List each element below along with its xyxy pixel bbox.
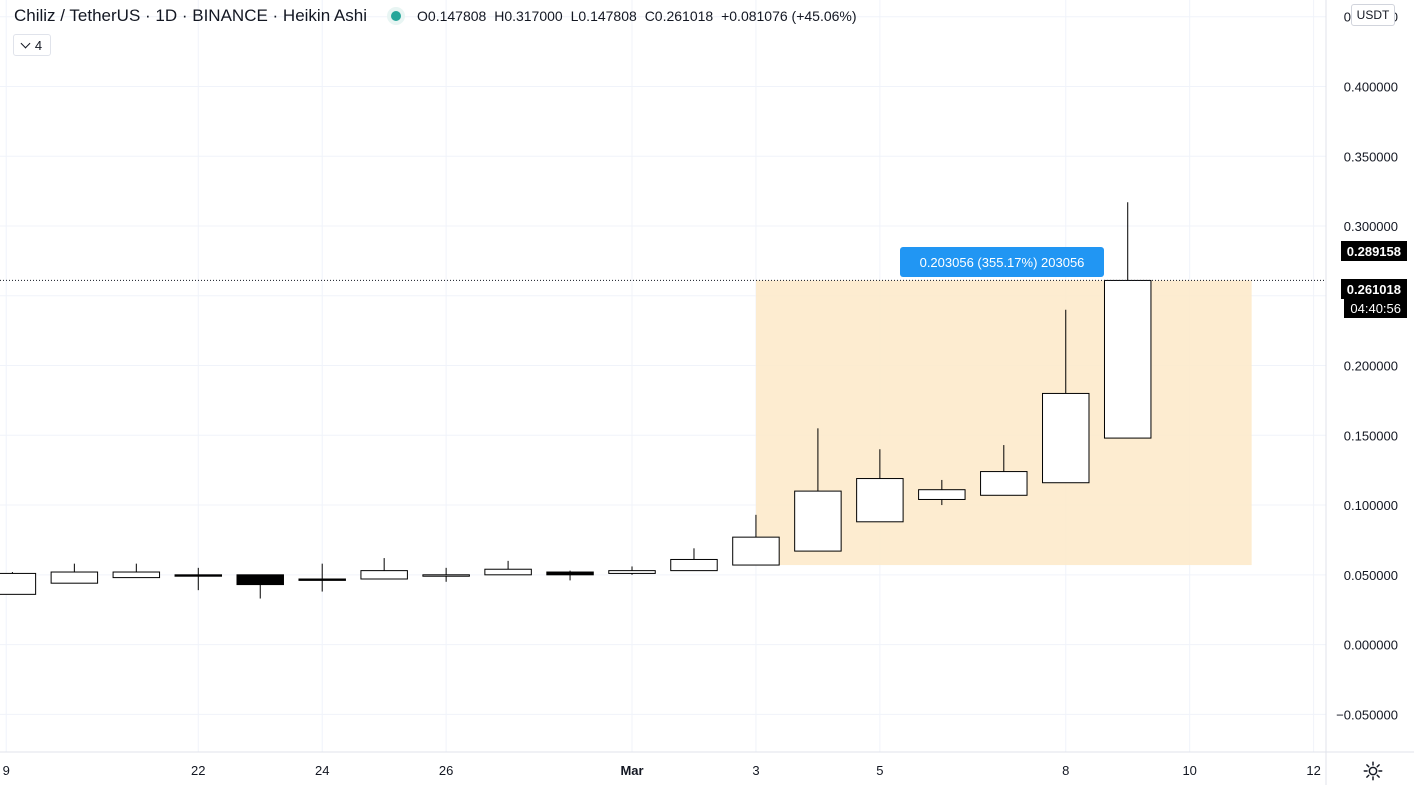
market-status-dot — [391, 11, 402, 21]
candle-body — [980, 471, 1028, 496]
candle — [670, 548, 718, 572]
candle — [484, 560, 532, 576]
high-value: H0.317000 — [494, 8, 563, 24]
y-tick-label: 0.000000 — [1344, 638, 1398, 653]
y-tick-label: 0.050000 — [1344, 568, 1398, 583]
x-tick-label: 24 — [315, 763, 329, 778]
candle-body — [360, 570, 408, 580]
candle — [50, 563, 99, 584]
candle — [298, 563, 346, 592]
candle-body — [0, 572, 37, 595]
candle — [1103, 202, 1152, 439]
candle — [1042, 309, 1090, 484]
x-tick-label: 3 — [752, 763, 759, 778]
measure-label: 0.203056 (355.17%) 203056 — [900, 247, 1104, 277]
x-tick-label: 8 — [1062, 763, 1069, 778]
x-tick-label: 10 — [1182, 763, 1196, 778]
ohlc-readout: O0.147808 H0.317000 L0.147808 C0.261018 … — [417, 8, 861, 24]
indicator-count: 4 — [34, 37, 43, 53]
candle-body — [422, 574, 470, 577]
candle-body — [174, 574, 223, 577]
candle — [794, 428, 842, 552]
gear-icon[interactable] — [1362, 760, 1384, 782]
x-tick-label: 9 — [3, 763, 10, 778]
candle — [856, 449, 904, 523]
candle — [360, 558, 408, 580]
symbol-title[interactable]: Chiliz / TetherUS · 1D · BINANCE · Heiki… — [14, 6, 368, 25]
x-tick-label: Mar — [620, 763, 643, 778]
candle-body — [856, 478, 904, 523]
y-tick-label: 0.100000 — [1344, 498, 1398, 513]
candle-body — [298, 578, 346, 581]
candle-body — [1042, 392, 1090, 484]
candle — [422, 567, 470, 582]
candle-body — [236, 574, 284, 586]
chevron-down-icon — [20, 38, 31, 49]
candle-body — [794, 490, 842, 552]
candle — [546, 570, 594, 581]
candle-body — [1103, 279, 1152, 439]
candle-body — [50, 571, 99, 584]
open-value: O0.147808 — [417, 8, 487, 24]
candle — [174, 567, 223, 591]
y-tick-label: 0.300000 — [1344, 219, 1398, 234]
candle-body — [732, 536, 780, 566]
y-tick-label: 0.200000 — [1344, 359, 1398, 374]
currency-button[interactable]: USDT — [1351, 4, 1395, 26]
bar-countdown: 04:40:56 — [1344, 298, 1407, 318]
candle — [918, 479, 966, 506]
candle — [0, 572, 37, 595]
candle-body — [918, 489, 966, 500]
candle-body — [112, 571, 161, 579]
candle — [980, 445, 1028, 496]
candles — [0, 202, 1152, 599]
candle — [112, 563, 161, 579]
candle-body — [546, 571, 594, 576]
candle — [732, 514, 780, 566]
price-tag-last: 0.261018 — [1340, 279, 1407, 299]
indicators-toggle-button[interactable]: 4 — [13, 34, 51, 56]
y-tick-label: 0.400000 — [1344, 80, 1398, 95]
chart-header: Chiliz / TetherUS · 1D · BINANCE · Heiki… — [14, 6, 861, 26]
x-tick-label: 26 — [439, 763, 453, 778]
price-tag-upper: 0.289158 — [1340, 241, 1407, 261]
low-value: L0.147808 — [570, 8, 637, 24]
x-tick-label: 22 — [191, 763, 205, 778]
change-value: +0.081076 (+45.06%) — [721, 8, 857, 24]
candle-body — [670, 558, 718, 572]
close-value: C0.261018 — [644, 8, 714, 24]
y-tick-label: 0.350000 — [1344, 149, 1398, 164]
candle — [236, 574, 284, 599]
x-tick-label: 5 — [876, 763, 883, 778]
candle-body — [484, 568, 532, 576]
candle-body — [608, 570, 656, 574]
y-tick-label: 0.150000 — [1344, 428, 1398, 443]
y-tick-label: −0.050000 — [1336, 707, 1398, 722]
candle — [608, 566, 656, 575]
x-tick-label: 12 — [1306, 763, 1320, 778]
